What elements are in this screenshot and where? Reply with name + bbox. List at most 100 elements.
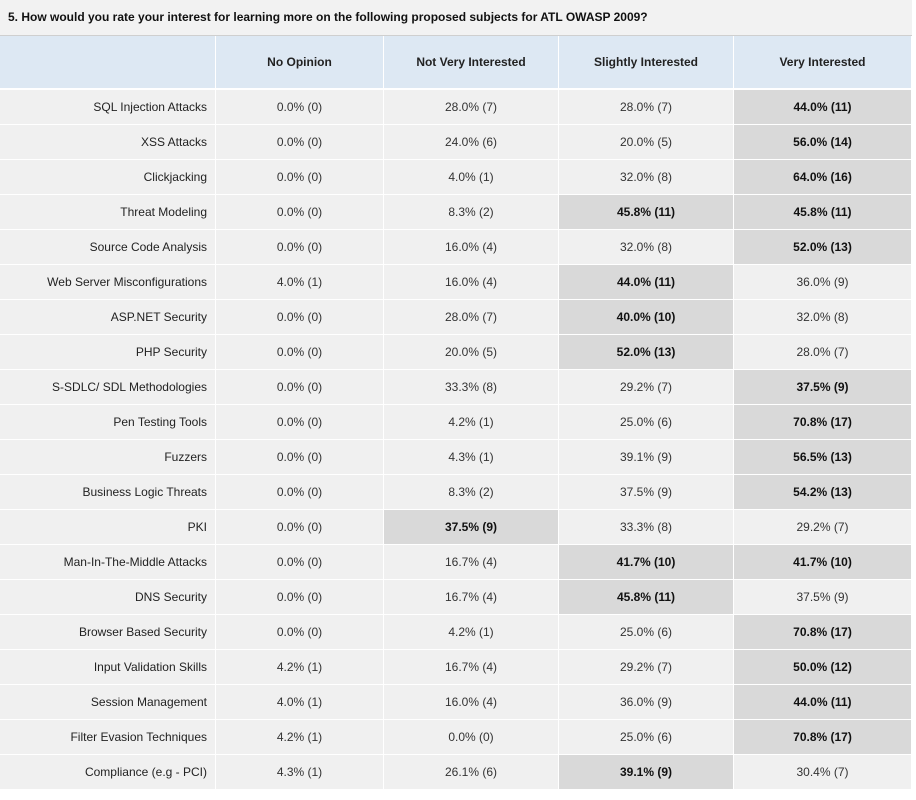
cell-not-very-interested: 16.0% (4) — [384, 685, 559, 720]
cell-slightly-interested: 29.2% (7) — [559, 650, 734, 685]
cell-slightly-interested: 33.3% (8) — [559, 510, 734, 545]
cell-no-opinion: 4.3% (1) — [216, 755, 384, 790]
row-label: Man-In-The-Middle Attacks — [0, 545, 216, 580]
table-row: Threat Modeling 0.0% (0) 8.3% (2) 45.8% (11… — [0, 195, 912, 230]
cell-no-opinion: 4.0% (1) — [216, 265, 384, 300]
cell-no-opinion: 0.0% (0) — [216, 335, 384, 370]
cell-very-interested: 41.7% (10) — [734, 545, 912, 580]
cell-very-interested: 70.8% (17) — [734, 720, 912, 755]
cell-no-opinion: 0.0% (0) — [216, 195, 384, 230]
row-label: SQL Injection Attacks — [0, 90, 216, 125]
header-no-opinion: No Opinion — [216, 36, 384, 90]
row-label: PKI — [0, 510, 216, 545]
cell-very-interested: 36.0% (9) — [734, 265, 912, 300]
cell-very-interested: 70.8% (17) — [734, 615, 912, 650]
cell-not-very-interested: 8.3% (2) — [384, 195, 559, 230]
cell-no-opinion: 0.0% (0) — [216, 230, 384, 265]
cell-slightly-interested: 41.7% (10) — [559, 545, 734, 580]
table-row: Compliance (e.g - PCI) 4.3% (1) 26.1% (6) 3… — [0, 755, 912, 790]
cell-slightly-interested: 25.0% (6) — [559, 720, 734, 755]
table-row: Input Validation Skills 4.2% (1) 16.7% (4)… — [0, 650, 912, 685]
cell-no-opinion: 0.0% (0) — [216, 510, 384, 545]
row-label: XSS Attacks — [0, 125, 216, 160]
cell-not-very-interested: 16.7% (4) — [384, 580, 559, 615]
cell-no-opinion: 0.0% (0) — [216, 580, 384, 615]
table-row: DNS Security 0.0% (0) 16.7% (4) 45.8% (11) 3… — [0, 580, 912, 615]
cell-very-interested: 44.0% (11) — [734, 90, 912, 125]
cell-not-very-interested: 16.0% (4) — [384, 265, 559, 300]
cell-not-very-interested: 0.0% (0) — [384, 720, 559, 755]
cell-not-very-interested: 26.1% (6) — [384, 755, 559, 790]
cell-not-very-interested: 20.0% (5) — [384, 335, 559, 370]
cell-very-interested: 37.5% (9) — [734, 370, 912, 405]
table-row: Fuzzers 0.0% (0) 4.3% (1) 39.1% (9) 56.5% (1… — [0, 440, 912, 475]
row-label: Filter Evasion Techniques — [0, 720, 216, 755]
header-very-interested: Very Interested — [734, 36, 912, 90]
cell-not-very-interested: 37.5% (9) — [384, 510, 559, 545]
cell-slightly-interested: 20.0% (5) — [559, 125, 734, 160]
cell-no-opinion: 0.0% (0) — [216, 90, 384, 125]
row-label: Pen Testing Tools — [0, 405, 216, 440]
cell-very-interested: 28.0% (7) — [734, 335, 912, 370]
cell-slightly-interested: 36.0% (9) — [559, 685, 734, 720]
cell-not-very-interested: 16.7% (4) — [384, 650, 559, 685]
cell-very-interested: 30.4% (7) — [734, 755, 912, 790]
cell-not-very-interested: 4.3% (1) — [384, 440, 559, 475]
cell-not-very-interested: 16.7% (4) — [384, 545, 559, 580]
row-label: Threat Modeling — [0, 195, 216, 230]
cell-very-interested: 45.8% (11) — [734, 195, 912, 230]
row-label: Input Validation Skills — [0, 650, 216, 685]
cell-slightly-interested: 29.2% (7) — [559, 370, 734, 405]
cell-very-interested: 37.5% (9) — [734, 580, 912, 615]
row-label: Clickjacking — [0, 160, 216, 195]
row-label: PHP Security — [0, 335, 216, 370]
table-row: Clickjacking 0.0% (0) 4.0% (1) 32.0% (8) 64.… — [0, 160, 912, 195]
row-label: DNS Security — [0, 580, 216, 615]
cell-no-opinion: 4.0% (1) — [216, 685, 384, 720]
cell-very-interested: 70.8% (17) — [734, 405, 912, 440]
cell-slightly-interested: 32.0% (8) — [559, 160, 734, 195]
cell-very-interested: 44.0% (11) — [734, 685, 912, 720]
cell-not-very-interested: 4.0% (1) — [384, 160, 559, 195]
cell-not-very-interested: 4.2% (1) — [384, 405, 559, 440]
cell-slightly-interested: 25.0% (6) — [559, 405, 734, 440]
row-label: ASP.NET Security — [0, 300, 216, 335]
table-row: XSS Attacks 0.0% (0) 24.0% (6) 20.0% (5) 56.… — [0, 125, 912, 160]
cell-no-opinion: 0.0% (0) — [216, 370, 384, 405]
cell-not-very-interested: 4.2% (1) — [384, 615, 559, 650]
row-label: Source Code Analysis — [0, 230, 216, 265]
cell-no-opinion: 0.0% (0) — [216, 440, 384, 475]
cell-slightly-interested: 25.0% (6) — [559, 615, 734, 650]
cell-not-very-interested: 28.0% (7) — [384, 300, 559, 335]
cell-very-interested: 50.0% (12) — [734, 650, 912, 685]
cell-slightly-interested: 45.8% (11) — [559, 195, 734, 230]
cell-slightly-interested: 40.0% (10) — [559, 300, 734, 335]
cell-slightly-interested: 39.1% (9) — [559, 755, 734, 790]
table-row: PKI 0.0% (0) 37.5% (9) 33.3% (8) 29.2% (7) — [0, 510, 912, 545]
cell-no-opinion: 0.0% (0) — [216, 405, 384, 440]
cell-no-opinion: 0.0% (0) — [216, 545, 384, 580]
cell-not-very-interested: 8.3% (2) — [384, 475, 559, 510]
row-label: Fuzzers — [0, 440, 216, 475]
cell-no-opinion: 4.2% (1) — [216, 650, 384, 685]
cell-not-very-interested: 28.0% (7) — [384, 90, 559, 125]
table-row: Man-In-The-Middle Attacks 0.0% (0) 16.7% (… — [0, 545, 912, 580]
table-row: Business Logic Threats 0.0% (0) 8.3% (2) 37… — [0, 475, 912, 510]
table-row: SQL Injection Attacks 0.0% (0) 28.0% (7) 28… — [0, 90, 912, 125]
cell-no-opinion: 0.0% (0) — [216, 475, 384, 510]
table-row: Session Management 4.0% (1) 16.0% (4) 36.0%… — [0, 685, 912, 720]
cell-slightly-interested: 37.5% (9) — [559, 475, 734, 510]
cell-slightly-interested: 52.0% (13) — [559, 335, 734, 370]
cell-very-interested: 56.5% (13) — [734, 440, 912, 475]
cell-very-interested: 64.0% (16) — [734, 160, 912, 195]
row-label: S-SDLC/ SDL Methodologies — [0, 370, 216, 405]
table-row: S-SDLC/ SDL Methodologies 0.0% (0) 33.3% (… — [0, 370, 912, 405]
table-row: Browser Based Security 0.0% (0) 4.2% (1) 25… — [0, 615, 912, 650]
row-label: Compliance (e.g - PCI) — [0, 755, 216, 790]
cell-slightly-interested: 44.0% (11) — [559, 265, 734, 300]
header-slightly-interested: Slightly Interested — [559, 36, 734, 90]
table-row: Filter Evasion Techniques 4.2% (1) 0.0% (0… — [0, 720, 912, 755]
cell-very-interested: 56.0% (14) — [734, 125, 912, 160]
cell-no-opinion: 0.0% (0) — [216, 615, 384, 650]
